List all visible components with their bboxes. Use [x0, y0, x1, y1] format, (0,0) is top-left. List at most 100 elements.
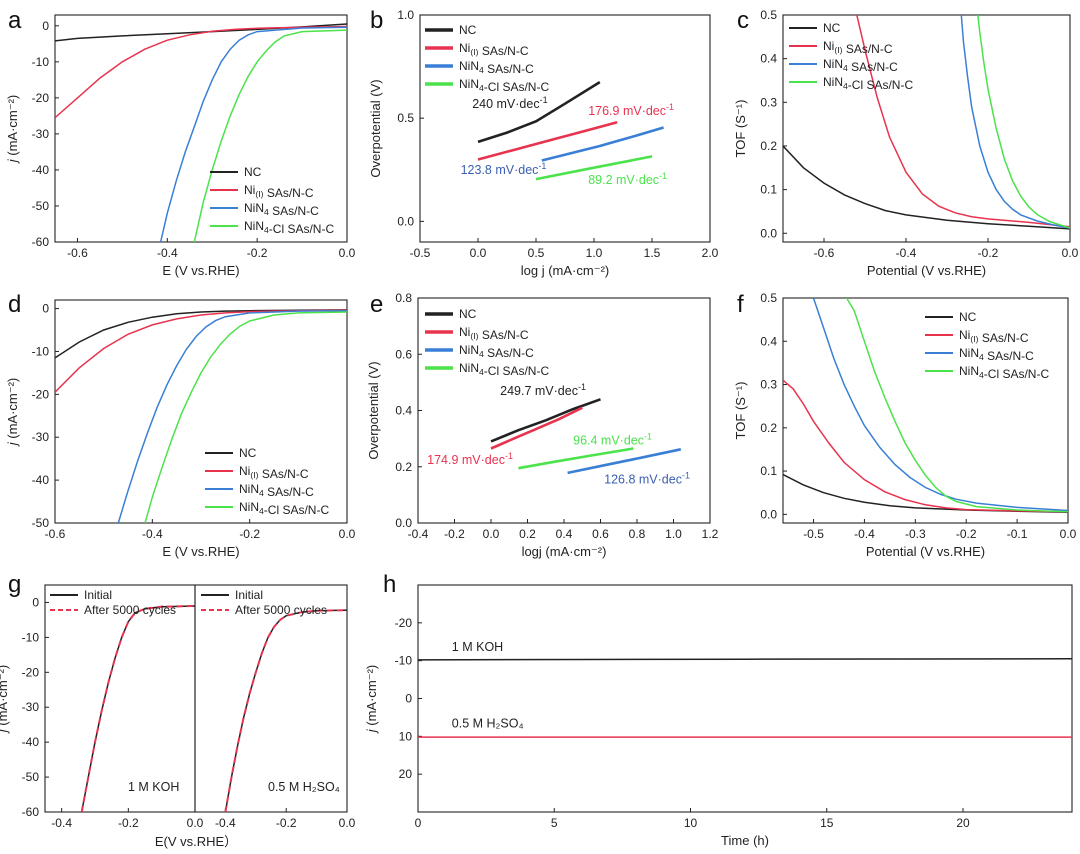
- series-line-NC: [783, 145, 1070, 230]
- y-tick-label: 0.3: [760, 378, 777, 392]
- y-tick-label: -30: [22, 700, 40, 714]
- series-line-After 5000 cycles: [80, 605, 195, 812]
- legend-label: After 5000 cycles: [235, 603, 327, 617]
- x-tick-label: -0.6: [67, 246, 88, 260]
- plot-frame: [417, 584, 1073, 813]
- series-line-Ni(I) SAs/N-C: [783, 379, 1068, 513]
- legend-label: After 5000 cycles: [84, 603, 176, 617]
- y-tick-label: 0: [32, 595, 39, 609]
- x-tick-label: -0.4: [854, 527, 875, 541]
- y-tick-label: -60: [22, 805, 40, 819]
- series-line-NC: [783, 473, 1068, 513]
- panel-letter: a: [8, 7, 22, 34]
- slope-label: 249.7 mV·dec-1: [500, 382, 586, 398]
- y-tick-label: 0.0: [395, 516, 412, 530]
- series-line-NiN4-Cl SAs/N-C: [518, 447, 634, 470]
- plot-frame: [419, 14, 711, 243]
- legend-label: Ni(I) SAs/N-C: [459, 325, 529, 342]
- y-tick-label: -40: [32, 163, 50, 177]
- series-line-Ni(I) SAs/N-C: [55, 25, 347, 119]
- panel-e: e -0.4 -0.2 0.0 0.2 0.4 0.6 0.8 1.0 1.2 0.0 0.2 0.4 0…: [366, 291, 719, 559]
- x-tick-label: 0.0: [483, 527, 500, 541]
- slope-label: 176.9 mV·dec-1: [588, 102, 674, 118]
- y-tick-label: 0.5: [760, 8, 777, 22]
- series-line-NiN4 SAs/N-C: [117, 309, 347, 523]
- y-tick-label: 0.2: [760, 139, 777, 153]
- series-line-NiN4 SAs/N-C: [812, 298, 1068, 512]
- y-tick-label: 10: [399, 729, 413, 743]
- y-tick-label: 0: [42, 19, 49, 33]
- legend-label: Ni(I) SAs/N-C: [959, 328, 1029, 345]
- series-line-Ni(I) SAs/N-C: [490, 406, 583, 450]
- plot-frame: [782, 297, 1069, 524]
- x-tick-label: 0.0: [1062, 246, 1079, 260]
- y-tick-label: 0: [42, 302, 49, 316]
- slope-label: 174.9 mV·dec-1: [427, 451, 513, 467]
- series-line-NiN4 SAs/N-C: [159, 26, 347, 242]
- legend-label: Initial: [84, 588, 112, 602]
- legend-label: NC: [459, 23, 477, 37]
- legend-label: NiN4-Cl SAs/N-C: [459, 77, 549, 94]
- series-line-NC: [477, 80, 601, 144]
- y-axis-title: TOF (S⁻¹): [733, 100, 748, 158]
- x-axis-title: logj (mA·cm⁻²): [522, 544, 607, 559]
- series-line-NiN4 SAs/N-C: [541, 126, 664, 162]
- legend-label: Ni(I) SAs/N-C: [459, 41, 529, 58]
- x-tick-label: 20: [956, 816, 970, 830]
- y-axis-title: j (mA·cm⁻²): [0, 665, 10, 735]
- y-tick-label: -10: [22, 630, 40, 644]
- panel-letter: h: [383, 571, 396, 598]
- y-tick-label: 0.0: [760, 507, 777, 521]
- legend-label: NC: [459, 307, 477, 321]
- y-tick-label: 0.5: [397, 111, 414, 125]
- x-tick-label: -0.2: [956, 527, 977, 541]
- legend-label: NiN4-Cl SAs/N-C: [239, 500, 329, 517]
- x-tick-label: 1.2: [702, 527, 719, 541]
- legend-label: Ni(I) SAs/N-C: [239, 464, 309, 481]
- x-tick-label: -0.4: [142, 527, 163, 541]
- x-axis-title: Time (h): [721, 833, 769, 848]
- legend-label: NiN4 SAs/N-C: [959, 346, 1034, 363]
- y-tick-label: 0.0: [760, 226, 777, 240]
- x-axis-title: Potential (V vs.RHE): [867, 263, 986, 278]
- y-tick-label: 0.4: [760, 52, 777, 66]
- legend-label: Initial: [235, 588, 263, 602]
- series-line-NiN4-Cl SAs/N-C: [144, 311, 347, 523]
- y-tick-label: 0: [405, 692, 412, 706]
- slope-label: 240 mV·dec-1: [472, 95, 547, 111]
- y-tick-label: 0.3: [760, 95, 777, 109]
- x-tick-label: -0.2: [276, 816, 297, 830]
- y-axis-title: Overpotential (V): [366, 361, 381, 459]
- legend-label: NiN4-Cl SAs/N-C: [959, 364, 1049, 381]
- legend-label: NC: [239, 446, 257, 460]
- x-tick-label: 0.0: [470, 246, 487, 260]
- y-axis-title: j (mA·cm⁻²): [364, 665, 379, 735]
- x-tick-label: 0.0: [1060, 527, 1077, 541]
- y-tick-label: -50: [32, 516, 50, 530]
- series-line-NC: [490, 398, 601, 443]
- y-tick-label: 0.1: [760, 183, 777, 197]
- panel-letter: g: [8, 571, 21, 598]
- y-tick-label: 0.0: [397, 214, 414, 228]
- legend-label: NC: [823, 21, 841, 35]
- series-line-After 5000 cycles: [224, 609, 347, 812]
- x-tick-label: 1.0: [665, 527, 682, 541]
- y-tick-label: -20: [32, 91, 50, 105]
- x-tick-label: -0.4: [51, 816, 72, 830]
- panel-f: f -0.5 -0.4 -0.3 -0.2 -0.1 0.0 0.0 0.1 0.2 0.3 0.4 0…: [733, 291, 1077, 559]
- x-tick-label: -0.2: [239, 527, 260, 541]
- y-tick-label: -10: [32, 344, 50, 358]
- y-tick-label: -50: [32, 199, 50, 213]
- y-tick-label: -30: [32, 127, 50, 141]
- legend-label: NC: [959, 310, 977, 324]
- electrolyte-annotation: 1 M KOH: [128, 780, 179, 794]
- y-tick-label: -50: [22, 770, 40, 784]
- panel-letter: f: [737, 291, 744, 318]
- y-tick-label: -20: [395, 616, 413, 630]
- y-tick-label: -40: [22, 735, 40, 749]
- y-tick-label: 0.5: [760, 291, 777, 305]
- legend-label: NiN4 SAs/N-C: [244, 201, 319, 218]
- x-tick-label: 1.0: [586, 246, 603, 260]
- x-tick-label: 0.2: [519, 527, 536, 541]
